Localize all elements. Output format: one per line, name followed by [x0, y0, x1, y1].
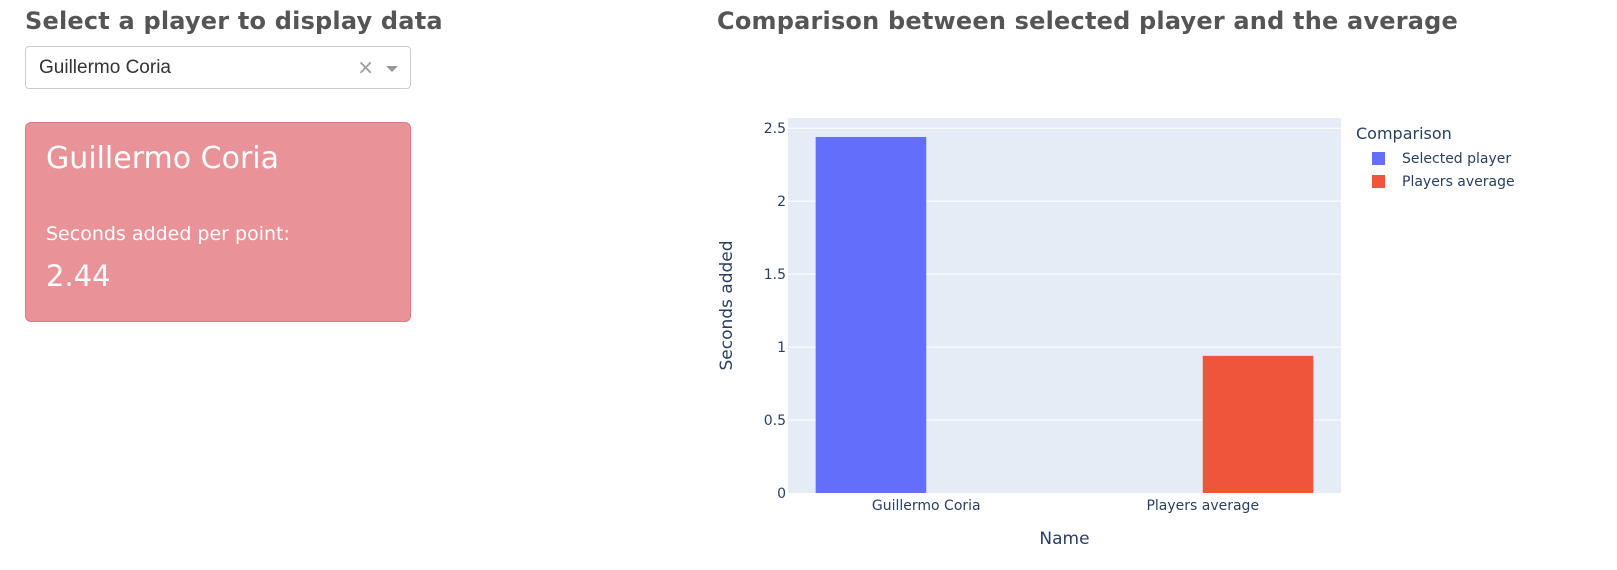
y-tick-label: 1: [777, 340, 786, 356]
x-tick-label: Players average: [1146, 498, 1259, 514]
bar-selected-player[interactable]: [815, 136, 927, 493]
dropdown-selected-value: Guillermo Coria: [39, 57, 171, 78]
legend-swatch[interactable]: [1372, 152, 1385, 165]
y-tick-label: 0: [777, 486, 786, 502]
player-card-name: Guillermo Coria: [46, 141, 279, 176]
x-tick-label: Guillermo Coria: [872, 498, 981, 514]
legend-item-label[interactable]: Players average: [1402, 174, 1515, 190]
clear-selection-icon[interactable]: ×: [357, 55, 374, 79]
player-card-label: Seconds added per point:: [46, 223, 290, 245]
y-tick-label: 1.5: [764, 267, 786, 283]
y-tick-label: 2.5: [764, 121, 786, 137]
player-card-value: 2.44: [46, 259, 111, 293]
x-axis-ticks: Guillermo Coria Players average: [872, 498, 1259, 514]
legend-swatch[interactable]: [1372, 175, 1385, 188]
player-dropdown[interactable]: Guillermo Coria ×: [25, 46, 411, 89]
legend-item-label[interactable]: Selected player: [1402, 151, 1511, 167]
y-tick-label: 0.5: [764, 413, 786, 429]
legend-title: Comparison: [1356, 124, 1452, 143]
y-tick-label: 2: [777, 194, 786, 210]
player-card: Guillermo Coria Seconds added per point:…: [25, 122, 411, 322]
legend: Comparison Selected player Players averag…: [1356, 124, 1515, 190]
bar-players-average[interactable]: [1202, 355, 1314, 493]
select-heading: Select a player to display data: [25, 7, 443, 35]
y-axis-ticks: 0 0.5 1 1.5 2 2.5: [764, 121, 786, 502]
x-axis-title: Name: [1039, 529, 1089, 549]
comparison-bar-chart: 0 0.5 1 1.5 2 2.5 Guillermo Coria Players aver…: [717, 118, 1515, 549]
y-axis-title: Seconds added: [717, 240, 737, 370]
bars: [815, 136, 1314, 493]
chart-title: Comparison between selected player and t…: [717, 7, 1459, 35]
dropdown-arrow-icon[interactable]: [386, 66, 398, 72]
